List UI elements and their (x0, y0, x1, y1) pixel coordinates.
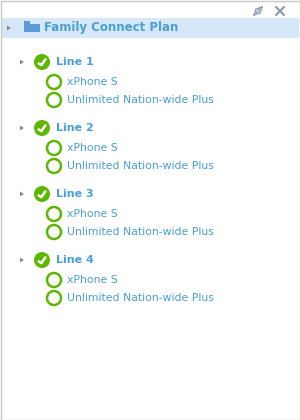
Text: Unlimited Nation-wide Plus: Unlimited Nation-wide Plus (67, 227, 214, 237)
Circle shape (47, 141, 61, 155)
Circle shape (47, 273, 61, 287)
Polygon shape (7, 26, 11, 31)
Polygon shape (20, 126, 24, 131)
Circle shape (34, 186, 50, 202)
Text: xPhone S: xPhone S (67, 209, 118, 219)
FancyBboxPatch shape (24, 21, 30, 24)
Circle shape (47, 93, 61, 107)
FancyBboxPatch shape (24, 24, 40, 32)
Text: xPhone S: xPhone S (67, 275, 118, 285)
Polygon shape (20, 257, 24, 262)
Circle shape (34, 54, 50, 70)
Polygon shape (20, 60, 24, 65)
Text: Line 2: Line 2 (56, 123, 94, 133)
Text: xPhone S: xPhone S (67, 77, 118, 87)
Text: Line 1: Line 1 (56, 57, 94, 67)
Text: Unlimited Nation-wide Plus: Unlimited Nation-wide Plus (67, 95, 214, 105)
FancyBboxPatch shape (1, 18, 299, 38)
Text: Unlimited Nation-wide Plus: Unlimited Nation-wide Plus (67, 293, 214, 303)
Text: Line 3: Line 3 (56, 189, 94, 199)
Circle shape (47, 207, 61, 221)
Circle shape (47, 75, 61, 89)
Circle shape (47, 291, 61, 305)
Circle shape (34, 120, 50, 136)
Text: xPhone S: xPhone S (67, 143, 118, 153)
Text: Family Connect Plan: Family Connect Plan (44, 21, 178, 34)
Polygon shape (20, 192, 24, 197)
Circle shape (34, 252, 50, 268)
Circle shape (47, 159, 61, 173)
Text: Unlimited Nation-wide Plus: Unlimited Nation-wide Plus (67, 161, 214, 171)
Text: Line 4: Line 4 (56, 255, 94, 265)
Circle shape (47, 225, 61, 239)
